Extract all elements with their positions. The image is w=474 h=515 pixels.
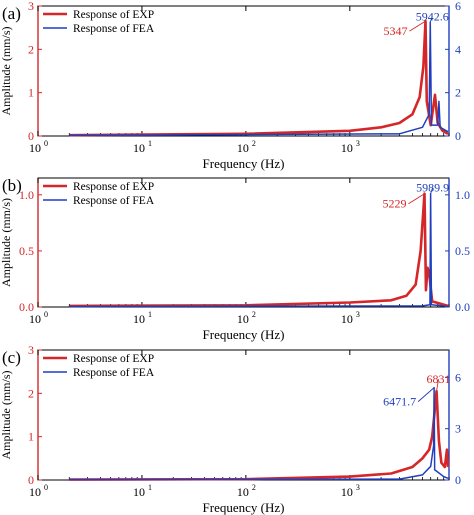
y-left-tick-label: 1 [28, 86, 34, 100]
legend-label: Response of EXP [73, 353, 154, 365]
series-exp-line [69, 19, 449, 137]
x-tick-exponent: 3 [356, 310, 360, 319]
x-tick-exponent: 2 [252, 483, 256, 492]
y-right-tick-label: 0.0 [455, 300, 470, 314]
x-tick-label: 10 [237, 312, 249, 326]
legend-label: Response of EXP [73, 181, 154, 193]
peak-annotation: 5229 [382, 197, 406, 211]
y-right-tick-label: 2 [455, 86, 461, 100]
annotation-arrow [408, 193, 425, 205]
x-tick-label: 10 [133, 312, 145, 326]
y-left-tick-label: 3 [28, 0, 34, 13]
series-fea-line [69, 192, 449, 308]
x-tick-exponent: 3 [356, 139, 360, 148]
legend-label: Response of EXP [73, 9, 154, 21]
y-left-tick-label: 1.0 [19, 188, 34, 202]
y-axis-label: Amplitude (mm/s) [0, 27, 13, 116]
y-right-tick-label: 3 [455, 422, 461, 436]
x-tick-exponent: 0 [44, 139, 48, 148]
series-fea-line [69, 21, 449, 137]
annotation-arrow [409, 20, 426, 32]
series-fea-line [69, 386, 449, 481]
y-left-tick-label: 2 [28, 386, 34, 400]
y-right-tick-label: 1.0 [455, 188, 470, 202]
y-left-tick-label: 0 [28, 129, 34, 143]
y-right-tick-label: 0.5 [455, 244, 470, 258]
annotation-arrow [417, 387, 435, 402]
peak-annotation: 6471.7 [383, 395, 416, 409]
x-tick-label: 10 [133, 485, 145, 499]
x-tick-label: 10 [341, 141, 353, 155]
x-tick-label: 10 [341, 312, 353, 326]
y-right-tick-label: 6 [455, 0, 461, 13]
x-tick-label: 10 [29, 141, 41, 155]
y-left-tick-label: 0.5 [19, 244, 34, 258]
x-tick-label: 10 [29, 485, 41, 499]
x-axis-label: Frequency (Hz) [203, 500, 285, 515]
x-tick-label: 10 [237, 141, 249, 155]
panel-label: (b) [2, 176, 22, 195]
x-tick-label: 10 [341, 485, 353, 499]
annotation-arrow [436, 379, 439, 392]
x-tick-exponent: 3 [356, 483, 360, 492]
y-left-tick-label: 0 [28, 473, 34, 487]
panel-label: (a) [2, 4, 21, 23]
x-tick-exponent: 2 [252, 139, 256, 148]
y-right-tick-label: 0 [455, 473, 461, 487]
legend-label: Response of FEA [73, 367, 155, 379]
y-right-tick-label: 6 [455, 370, 461, 384]
x-tick-exponent: 0 [44, 483, 48, 492]
x-tick-label: 10 [29, 312, 41, 326]
peak-annotation: 5347 [383, 24, 407, 38]
y-left-tick-label: 3 [28, 343, 34, 357]
annotation-arrow [430, 187, 434, 194]
x-tick-exponent: 1 [148, 483, 152, 492]
y-left-tick-label: 2 [28, 42, 34, 56]
x-tick-exponent: 1 [148, 139, 152, 148]
legend-label: Response of FEA [73, 23, 155, 35]
y-axis-label: Amplitude (mm/s) [0, 371, 13, 460]
legend-label: Response of FEA [73, 195, 155, 207]
y-left-tick-label: 0.0 [19, 300, 34, 314]
x-axis-label: Frequency (Hz) [203, 156, 285, 171]
annotation-arrow [429, 16, 433, 23]
x-tick-exponent: 2 [252, 310, 256, 319]
y-right-tick-label: 4 [455, 42, 461, 56]
panel-label: (c) [2, 348, 21, 367]
x-axis-label: Frequency (Hz) [203, 327, 285, 342]
series-exp-line [69, 389, 450, 481]
x-tick-exponent: 0 [44, 310, 48, 319]
x-tick-label: 10 [133, 141, 145, 155]
y-left-tick-label: 1 [28, 430, 34, 444]
y-axis-label: Amplitude (mm/s) [0, 198, 13, 287]
x-tick-label: 10 [237, 485, 249, 499]
y-right-tick-label: 0 [455, 129, 461, 143]
x-tick-exponent: 1 [148, 310, 152, 319]
series-exp-line [69, 192, 449, 308]
